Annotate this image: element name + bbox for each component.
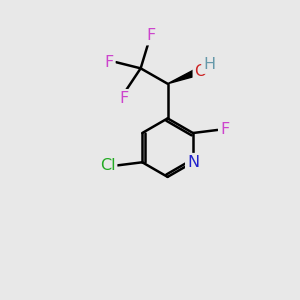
Polygon shape [168, 69, 198, 84]
Text: F: F [104, 55, 114, 70]
Text: F: F [146, 28, 155, 44]
Text: F: F [119, 91, 128, 106]
Text: Cl: Cl [100, 158, 116, 173]
Text: H: H [203, 57, 215, 72]
Text: N: N [187, 155, 199, 170]
Text: F: F [220, 122, 229, 137]
Text: O: O [194, 64, 207, 79]
